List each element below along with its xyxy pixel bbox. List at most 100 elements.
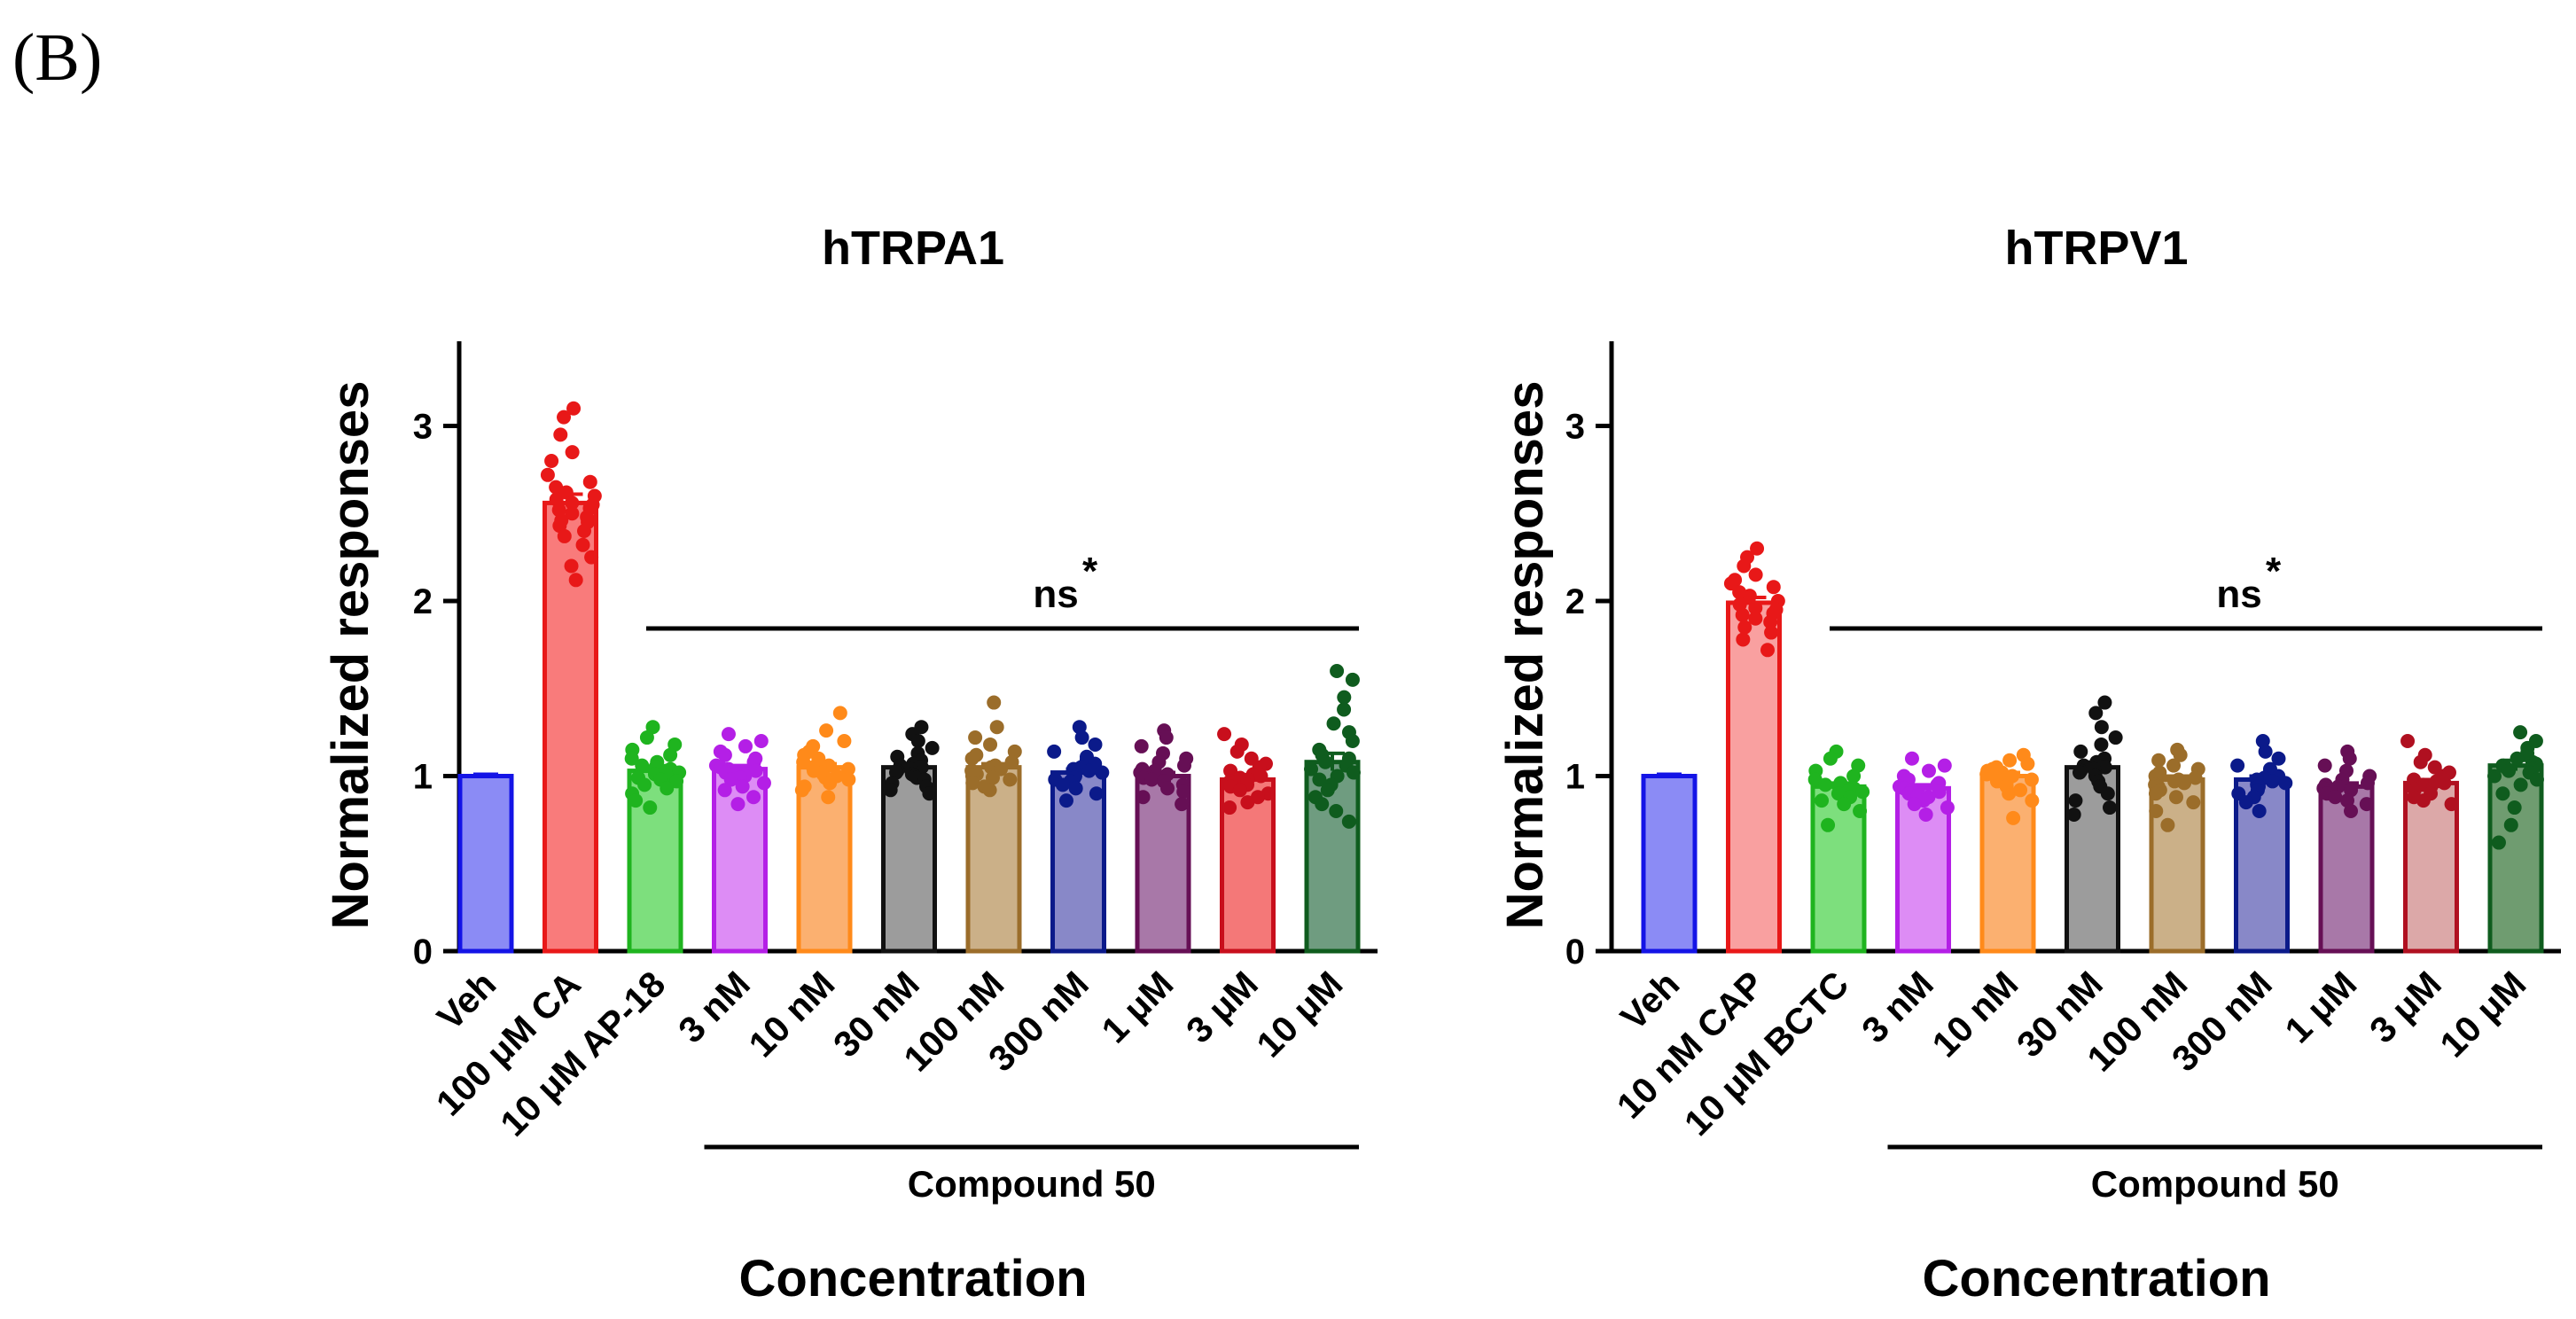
data-point: [987, 695, 1002, 710]
data-point: [965, 776, 980, 791]
data-point: [635, 758, 650, 773]
data-point: [1240, 795, 1255, 810]
data-point: [1764, 625, 1779, 640]
chart-title: hTRPV1: [2004, 222, 2188, 275]
data-point: [1742, 589, 1757, 604]
x-tick-label: 10 μM: [2432, 964, 2534, 1065]
data-point: [1047, 744, 1062, 759]
data-point: [2160, 817, 2175, 832]
y-tick-label: 1: [413, 758, 433, 797]
data-point: [1253, 769, 1268, 784]
data-point: [1055, 777, 1070, 792]
data-point: [2328, 790, 2343, 805]
data-point: [1853, 804, 1868, 818]
data-point: [2068, 793, 2083, 808]
data-point: [1940, 800, 1955, 816]
data-point: [1748, 611, 1763, 626]
data-point: [2230, 758, 2245, 773]
data-point: [1222, 800, 1237, 816]
data-point: [840, 761, 855, 777]
data-point: [1068, 781, 1083, 796]
data-point: [1003, 772, 1018, 787]
data-point: [2094, 737, 2109, 752]
data-point: [1736, 632, 1751, 647]
data-point: [2510, 751, 2525, 766]
data-point: [982, 783, 997, 798]
data-point: [1907, 797, 1922, 812]
data-point: [1232, 783, 1247, 798]
x-tick-label: 1 μM: [2277, 964, 2365, 1051]
data-point: [2088, 706, 2104, 721]
data-point: [721, 727, 736, 742]
data-point: [1921, 763, 1936, 778]
data-point: [1088, 737, 1103, 752]
data-point: [2073, 765, 2088, 780]
y-tick-label: 0: [1565, 933, 1585, 972]
data-point: [1735, 607, 1750, 622]
data-point: [2238, 795, 2253, 810]
data-point: [2413, 754, 2428, 769]
data-point: [568, 573, 583, 588]
x-tick-label: 1 μM: [1094, 964, 1182, 1051]
y-tick-label: 3: [413, 408, 433, 447]
data-point: [558, 485, 574, 500]
data-point: [2100, 786, 2115, 801]
data-point: [544, 454, 559, 468]
data-point: [584, 550, 599, 565]
data-point: [1760, 643, 1775, 658]
group-label: Compound 50: [2091, 1163, 2339, 1205]
y-axis-label: Normalized responses: [1496, 381, 1554, 930]
y-tick-label: 3: [1565, 408, 1585, 447]
y-tick-label: 2: [413, 582, 433, 621]
data-point: [2020, 756, 2035, 771]
data-point: [2188, 770, 2203, 785]
data-point: [2103, 800, 2118, 816]
data-point: [748, 763, 763, 778]
data-point: [565, 506, 580, 521]
chart-htrpv1: hTRPV1 Normalized responses 0 1 2 3 Veh 10 nM C…: [1496, 222, 2561, 1307]
data-point: [566, 401, 582, 416]
data-point: [2278, 776, 2293, 791]
data-point: [922, 786, 937, 801]
significance-label: ns: [2216, 573, 2261, 616]
data-point: [1846, 769, 1862, 784]
data-point: [2168, 790, 2183, 805]
data-point: [989, 720, 1004, 735]
data-point: [1217, 727, 1232, 742]
data-point: [723, 772, 738, 787]
data-point: [582, 474, 597, 489]
data-point: [964, 751, 980, 766]
data-point: [1737, 558, 1752, 574]
data-point: [1089, 786, 1104, 801]
significance-star: *: [1082, 550, 1098, 593]
data-point: [1904, 751, 1919, 766]
significance-label: ns: [1033, 573, 1078, 616]
data-point: [564, 558, 579, 574]
data-point: [1229, 744, 1245, 759]
data-point: [2437, 776, 2452, 791]
data-point: [1326, 716, 1341, 731]
data-point: [639, 730, 654, 745]
data-point: [2151, 753, 2166, 768]
data-point: [2006, 810, 2021, 825]
data-point: [1346, 765, 1361, 780]
data-point: [2166, 758, 2182, 773]
data-point: [637, 777, 652, 792]
data-point: [1337, 702, 1352, 717]
data-point: [2271, 751, 2286, 766]
x-axis-label: Concentration: [1922, 1250, 2270, 1307]
data-point: [910, 734, 925, 748]
data-point: [2094, 720, 2109, 735]
x-tick-label: 10 nM: [1924, 964, 2026, 1065]
x-tick-label: 10 μM: [1249, 964, 1351, 1065]
data-point: [794, 783, 809, 798]
data-point: [1159, 730, 1174, 745]
data-point: [2487, 769, 2502, 784]
data-point: [1095, 765, 1110, 780]
data-point: [1318, 754, 1333, 769]
data-point: [565, 445, 580, 460]
data-point: [1304, 761, 1319, 777]
y-axis-label: Normalized responses: [322, 381, 379, 930]
significance-star: *: [2266, 550, 2282, 593]
